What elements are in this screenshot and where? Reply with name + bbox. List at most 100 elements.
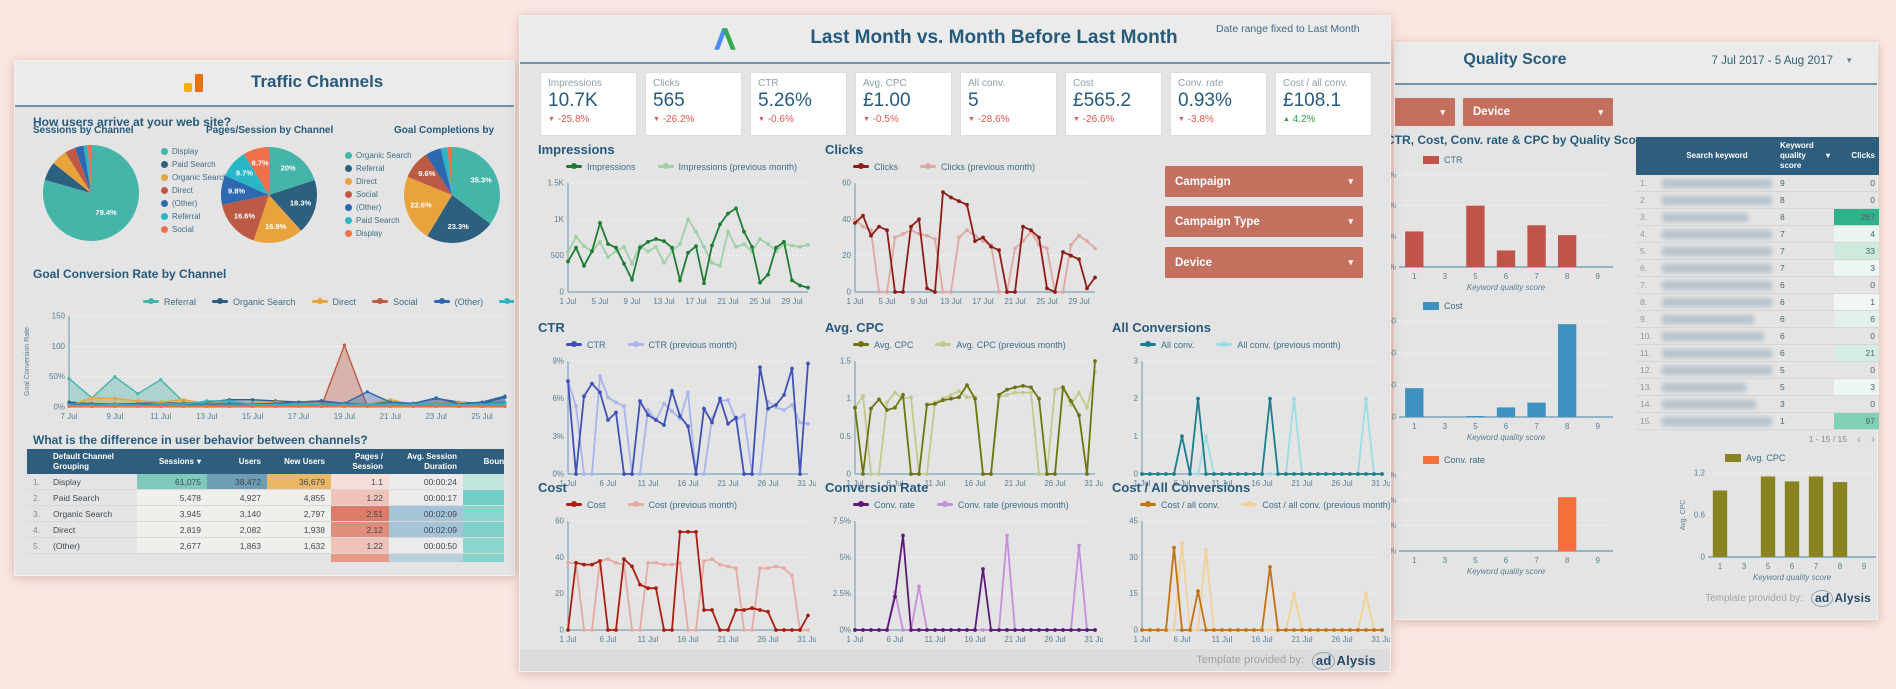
svg-text:20: 20 [555, 589, 564, 598]
metric-cell: 2,819 [137, 522, 207, 539]
gcr-legend-item: Referral [143, 297, 196, 307]
svg-text:5 Jul: 5 Jul [592, 297, 609, 306]
legend-swatch [1216, 341, 1233, 347]
svg-text:25 Jul: 25 Jul [471, 412, 493, 421]
pie-legend-item: Display [345, 229, 417, 239]
svg-text:21 Jul: 21 Jul [1004, 297, 1026, 306]
bar-chart-legend: Avg. CPC [1725, 453, 1785, 463]
metric-cell: 1.1 [331, 474, 389, 491]
svg-text:1: 1 [847, 394, 852, 403]
legend-swatch [311, 298, 328, 304]
date-range-picker[interactable]: 7 Jul 2017 - 5 Aug 2017 [1711, 55, 1834, 67]
column-header-quality-score[interactable]: Keyword quality score ▾ [1780, 141, 1830, 170]
column-header: Avg. Session Duration [407, 452, 457, 471]
kpi-card-clicks: Clicks 565 ▼ -26.2% [645, 72, 742, 136]
legend-dot [161, 174, 168, 181]
pagination: 1 - 15 / 15 ‹ › [1636, 430, 1879, 448]
gcr-legend-item: Paid Search [499, 297, 514, 307]
filter-dropdown-device[interactable]: Device ▾ [1463, 98, 1613, 126]
channel-behavior-table: Default Channel Grouping Sessions ▾ Users N… [27, 449, 504, 563]
template-credit-label: Template provided by: [1196, 654, 1304, 666]
metric-cell: 4,855 [267, 490, 331, 507]
svg-text:29 Jul: 29 Jul [1068, 297, 1090, 306]
legend-swatch [853, 501, 869, 507]
metric-cell: 00:00:24 [389, 474, 463, 491]
svg-text:16 Jul: 16 Jul [964, 635, 986, 644]
filter-dropdown-campaign[interactable]: Campaign ▾ [1165, 166, 1363, 197]
quality-score-panel: Quality Score 7 Jul 2017 - 5 Aug 2017 ▾ … [1378, 42, 1879, 620]
svg-text:6 Jul: 6 Jul [887, 635, 904, 644]
time-series-chart: 0% 3% 6% 9% 1 Jul 6 Jul 11 Jul 16 Jul 21 Jul 26 J… [538, 356, 818, 493]
kpi-label: CTR [758, 78, 779, 89]
traffic-channels-title: Traffic Channels [251, 72, 384, 91]
chart-legend-item: CTR (previous month) [627, 340, 737, 350]
legend-swatch [935, 341, 952, 347]
chart-legend: All conv. All conv. (previous month) [1140, 340, 1341, 350]
blurred-keyword [1658, 362, 1776, 379]
filter-dropdown-partial[interactable]: ▾ [1395, 98, 1455, 126]
time-series-chart: 0 20 40 60 1 Jul 6 Jul 11 Jul 16 Jul 21 Jul 26 Ju… [538, 516, 819, 649]
column-header: Pages / Session [352, 452, 383, 471]
filter-dropdown-device[interactable]: Device ▾ [1165, 247, 1363, 278]
chart-legend: Conv. rate Conv. rate (previous month) [853, 500, 1069, 510]
svg-text:21 Jul: 21 Jul [717, 297, 739, 306]
chart-legend-item: Cost / all conv. (previous month) [1241, 500, 1390, 510]
svg-text:31 Jul: 31 Jul [1371, 635, 1390, 644]
metric-cell: 00:02:09 [389, 506, 463, 523]
pie-legend-item: Referral [345, 164, 417, 174]
bar-legend-item: Avg. CPC [1725, 453, 1785, 463]
chart-legend: CTR CTR (previous month) [566, 340, 737, 350]
sort-caret-icon[interactable]: ▾ [1825, 151, 1830, 160]
pie-chart: 35.3% 23.3% 22.6% 9.6% [404, 146, 500, 248]
pie-legend-item: Display [161, 147, 233, 157]
filter-dropdown-campaign-type[interactable]: Campaign Type ▾ [1165, 206, 1363, 237]
svg-text:20: 20 [842, 251, 851, 260]
score-cell: 5 [1776, 379, 1834, 396]
svg-text:17 Jul: 17 Jul [288, 412, 310, 421]
redacted-text [1662, 382, 1746, 392]
adalysis-logo: ad Alysis [1811, 590, 1871, 607]
page-prev-button[interactable]: ‹ [1857, 432, 1861, 446]
score-cell: 6 [1776, 277, 1834, 294]
svg-text:1 Jul: 1 Jul [847, 479, 864, 488]
svg-text:11 Jul: 11 Jul [925, 635, 946, 644]
pie-legend: Display Paid Search Organic Search Direct (O… [161, 147, 233, 238]
svg-text:9.8%: 9.8% [228, 187, 245, 196]
svg-text:13 Jul: 13 Jul [940, 297, 962, 306]
row-index: 7. [1636, 277, 1658, 294]
arrow-down-icon: ▼ [968, 116, 975, 123]
svg-text:1: 1 [1134, 432, 1139, 441]
svg-text:9%: 9% [552, 357, 564, 366]
chart-title: Clicks [825, 142, 864, 157]
score-cell: 6 [1776, 345, 1834, 362]
svg-text:21 Jul: 21 Jul [1004, 635, 1026, 644]
chart-legend: Clicks Clicks (previous month) [853, 162, 1035, 172]
clicks-cell: 267 [1834, 209, 1879, 226]
legend-dot [161, 213, 168, 220]
svg-text:16 Jul: 16 Jul [677, 635, 699, 644]
svg-text:6 Jul: 6 Jul [600, 635, 617, 644]
svg-text:3: 3 [1742, 562, 1747, 571]
clicks-cell: 4 [1834, 226, 1879, 243]
svg-text:Avg. CPC: Avg. CPC [1680, 500, 1687, 531]
blurred-keyword [1658, 311, 1776, 328]
svg-text:17 Jul: 17 Jul [972, 297, 994, 306]
svg-text:26 Jul: 26 Jul [757, 479, 779, 488]
corner-cell [1636, 137, 1658, 175]
column-header[interactable]: Sessions ▾ [158, 456, 201, 466]
chevron-down-icon[interactable]: ▾ [1847, 55, 1852, 65]
legend-swatch [936, 501, 953, 507]
page-count: 1 - 15 / 15 [1808, 434, 1847, 444]
page-next-button[interactable]: › [1871, 432, 1875, 446]
svg-text:5: 5 [1766, 562, 1771, 571]
keyword-row: 2. 8 0 [1636, 192, 1879, 209]
row-index: 14. [1636, 396, 1658, 413]
sort-caret-icon[interactable]: ▾ [196, 456, 201, 466]
kpi-delta: ▼ -0.5% [863, 114, 899, 125]
heatband-cell [389, 554, 463, 563]
svg-text:Keyword quality score: Keyword quality score [1467, 433, 1546, 442]
kpi-value: £1.00 [863, 90, 911, 111]
metric-cell: 00:02:09 [389, 522, 463, 539]
row-index: 11. [1636, 345, 1658, 362]
